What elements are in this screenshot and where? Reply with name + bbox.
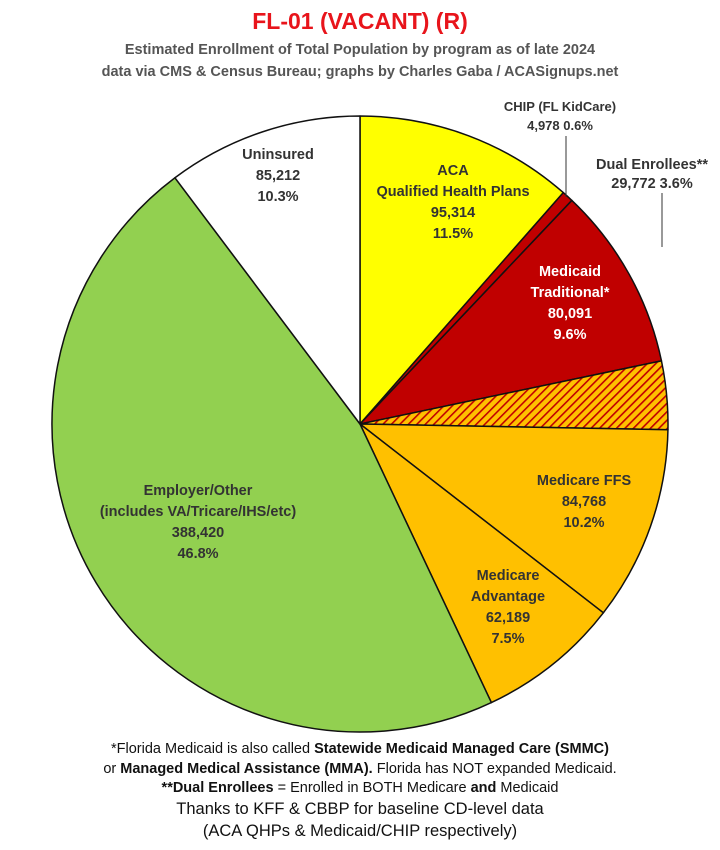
slice-label-medicare-advantage-line-2: Advantage [471,589,545,605]
pie-slice-medicare-advantage [359,423,605,704]
footnote-line1-bold: Statewide Medicaid Managed Care (SMMC) [314,741,609,757]
slice-label-employer-line-4: 46.8% [177,546,218,562]
footnote-line3-text-b: = Enrolled in BOTH Medicare [273,780,471,796]
slice-label-aca-line-3: 95,314 [431,205,475,221]
credits-line1: Thanks to KFF & CBBP for baseline CD-lev… [176,800,544,818]
slice-label-medicare-ffs-line-2: 84,768 [562,494,606,510]
footnote-mma: or Managed Medical Assistance (MMA). Flo… [0,761,720,777]
slice-label-dual-line-2: 29,772 3.6% [611,176,693,192]
slice-label-uninsured-line-1: Uninsured [242,147,314,163]
slice-label-aca-line-4: 11.5% [433,226,473,242]
chart-subtitle-line2: data via CMS & Census Bureau; graphs by … [101,64,619,80]
footnote-dual-enrollees: **Dual Enrollees = Enrolled in BOTH Medi… [0,780,720,796]
slice-label-chip-line-2: 4,978 0.6% [527,118,593,133]
footnote-line3-and: and [470,780,497,796]
slice-label-employer-line-3: 388,420 [172,525,224,541]
pie-chart: ACA Qualified Health Plans 95,314 11.5% CHIP… [51,99,709,733]
pie-slice-aca [359,115,565,425]
credits-line2: (ACA QHPs & Medicaid/CHIP respectively) [202,822,518,840]
footnote-line2-bold: Managed Medical Assistance (MMA). [120,761,373,777]
slice-label-medicaid-line-4: 9.6% [553,327,586,343]
slice-label-medicare-advantage-line-4: 7.5% [491,631,524,647]
pie-slice-medicare-ffs [359,423,669,614]
slice-label-employer-line-1: Employer/Other [144,483,253,499]
slice-labels: ACA Qualified Health Plans 95,314 11.5% CHIP… [100,99,709,647]
slice-label-medicaid-line-1: Medicaid [539,264,601,280]
pie-slice-uninsured [174,115,361,425]
slice-label-medicare-advantage-line-1: Medicare [477,568,540,584]
slice-label-chip-line-1: CHIP (FL KidCare) [504,99,616,114]
slice-label-medicare-ffs: Medicare FFS 84,768 10.2% [537,473,632,531]
leader-lines [565,136,663,247]
slice-label-medicare-ffs-line-1: Medicare FFS [537,473,632,489]
footnote-line1-text: *Florida Medicaid is also called [111,741,315,757]
slice-label-aca: ACA Qualified Health Plans 95,314 11.5% [376,163,529,242]
pie-slice-employer [51,177,493,733]
slice-label-medicare-advantage-line-3: 62,189 [486,610,530,626]
slice-label-medicaid-line-3: 80,091 [548,306,592,322]
slice-label-uninsured-line-3: 10.3% [257,189,298,205]
footnote-line3-text-d: Medicaid [496,780,559,796]
footnote-line3-bold: **Dual Enrollees [161,780,274,796]
slice-label-employer: Employer/Other (includes VA/Tricare/IHS/e… [100,483,297,562]
slice-label-dual: Dual Enrollees** 29,772 3.6% [596,157,708,192]
pie-slice-medicaid [359,199,663,425]
chart-subtitle-line1: Estimated Enrollment of Total Population… [124,42,596,58]
footnote-medicaid-names: *Florida Medicaid is also called Statewi… [0,741,720,757]
slice-label-employer-line-2: (includes VA/Tricare/IHS/etc) [100,504,297,520]
slice-label-medicaid: Medicaid Traditional* 80,091 9.6% [531,264,610,343]
slice-label-aca-line-2: Qualified Health Plans [376,184,529,200]
slice-label-uninsured-line-2: 85,212 [256,168,300,184]
slice-label-aca-line-1: ACA [437,163,469,179]
slice-label-uninsured: Uninsured 85,212 10.3% [242,147,314,205]
slice-label-medicaid-line-2: Traditional* [531,285,610,301]
slice-label-dual-line-1: Dual Enrollees** [596,157,708,173]
pie-slices [51,115,669,733]
footnote-line2-text-a: or [103,761,121,777]
slice-label-medicare-advantage: Medicare Advantage 62,189 7.5% [471,568,545,647]
footnote-line2-text-c: Florida has NOT expanded Medicaid. [372,761,617,777]
chart-title: FL-01 (VACANT) (R) [252,8,468,34]
slice-label-medicare-ffs-line-3: 10.2% [563,515,604,531]
slice-label-chip: CHIP (FL KidCare) 4,978 0.6% [504,99,616,133]
